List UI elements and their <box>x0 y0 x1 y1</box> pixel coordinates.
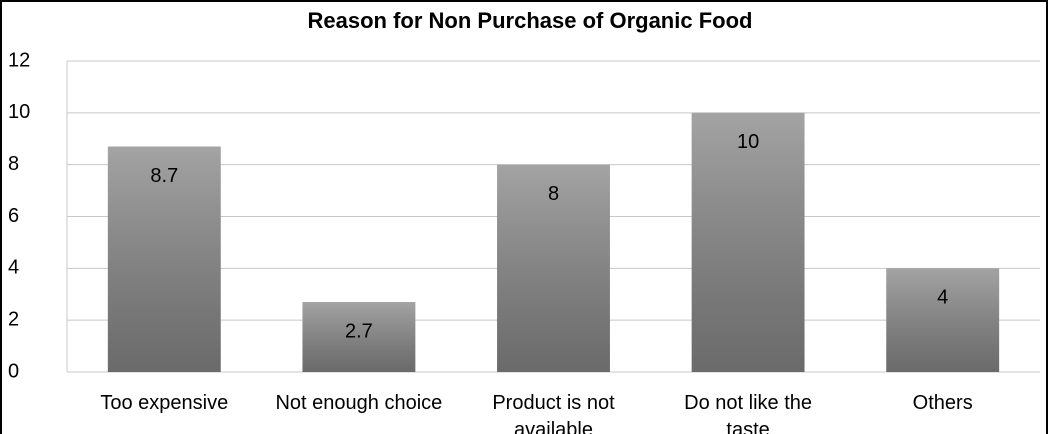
bar-shade <box>886 268 1000 372</box>
data-label: 8 <box>548 183 559 205</box>
y-tick-label: 8 <box>8 153 19 175</box>
bar-shade <box>302 302 416 372</box>
y-tick-label: 12 <box>8 49 30 71</box>
y-tick-label: 6 <box>8 205 19 227</box>
y-tick-label: 2 <box>8 308 19 330</box>
data-label: 4 <box>937 287 948 309</box>
data-label: 10 <box>737 131 759 153</box>
x-tick-label: Not enough choice <box>275 392 443 414</box>
x-tick-label: Others <box>912 392 973 414</box>
x-tick-label: Do not like the taste <box>684 392 813 434</box>
x-tick-label: Product is not available <box>492 392 615 434</box>
x-tick-label: Too expensive <box>100 392 229 414</box>
bar-shade <box>497 164 610 372</box>
y-tick-label: 0 <box>8 360 19 382</box>
y-tick-label: 10 <box>8 101 30 123</box>
y-tick-label: 4 <box>8 257 19 279</box>
bar-shade <box>691 112 805 372</box>
chart-title: Reason for Non Purchase of Organic Food <box>308 8 753 33</box>
bar-shade <box>107 146 221 372</box>
data-label: 2.7 <box>345 320 373 342</box>
data-label: 8.7 <box>150 165 178 187</box>
